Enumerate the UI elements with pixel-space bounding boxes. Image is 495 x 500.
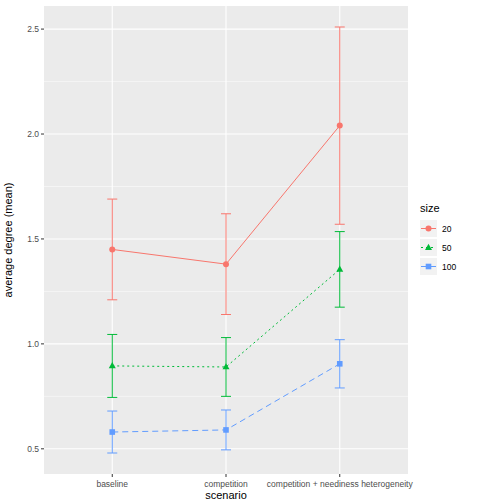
legend-label: 50 <box>442 243 452 253</box>
y-tick <box>41 29 44 30</box>
error-bar <box>335 27 345 224</box>
y-tick <box>41 343 44 344</box>
point <box>223 427 229 433</box>
point <box>223 261 229 267</box>
error-bar <box>107 334 117 397</box>
error-bar <box>107 199 117 300</box>
point <box>336 266 343 272</box>
plot-panel <box>44 6 408 474</box>
data-group <box>107 27 345 453</box>
point <box>109 362 116 368</box>
legend-label: 100 <box>442 262 456 272</box>
point <box>109 246 115 252</box>
x-tick-label: baseline <box>96 479 128 489</box>
y-tick <box>41 134 44 135</box>
error-bar <box>335 340 345 388</box>
legend-marker <box>426 264 432 270</box>
point <box>337 361 343 367</box>
x-tick <box>112 474 113 477</box>
x-tick-label: competition + neediness heterogeneity <box>267 479 414 489</box>
legend-marker <box>425 244 432 250</box>
error-bar <box>221 214 231 315</box>
y-tick-label: 1.0 <box>27 339 39 349</box>
error-bar <box>335 232 345 308</box>
legend-label: 20 <box>442 224 452 234</box>
legend-key <box>420 239 437 256</box>
error-bar <box>221 338 231 397</box>
legend-title: size <box>420 202 440 214</box>
point <box>109 429 115 435</box>
y-tick-label: 2.0 <box>27 129 39 139</box>
y-tick-label: 1.5 <box>27 234 39 244</box>
point <box>337 123 343 129</box>
y-tick <box>41 448 44 449</box>
legend-key <box>420 220 437 237</box>
error-bar <box>107 411 117 453</box>
x-tick <box>339 474 340 477</box>
x-tick <box>226 474 227 477</box>
x-axis-title: scenario <box>205 489 247 500</box>
legend-marker <box>426 226 432 232</box>
y-tick-label: 0.5 <box>27 444 39 454</box>
legend-key <box>420 258 437 275</box>
error-bar <box>221 410 231 450</box>
y-tick-label: 2.5 <box>27 24 39 34</box>
y-tick <box>41 238 44 239</box>
y-axis-title: average degree (mean) <box>2 183 14 298</box>
chart: 0.5 1.0 1.5 2.0 2.5 baseline competition compet… <box>0 0 495 500</box>
x-tick-label: competition <box>204 479 248 489</box>
point <box>223 363 230 369</box>
